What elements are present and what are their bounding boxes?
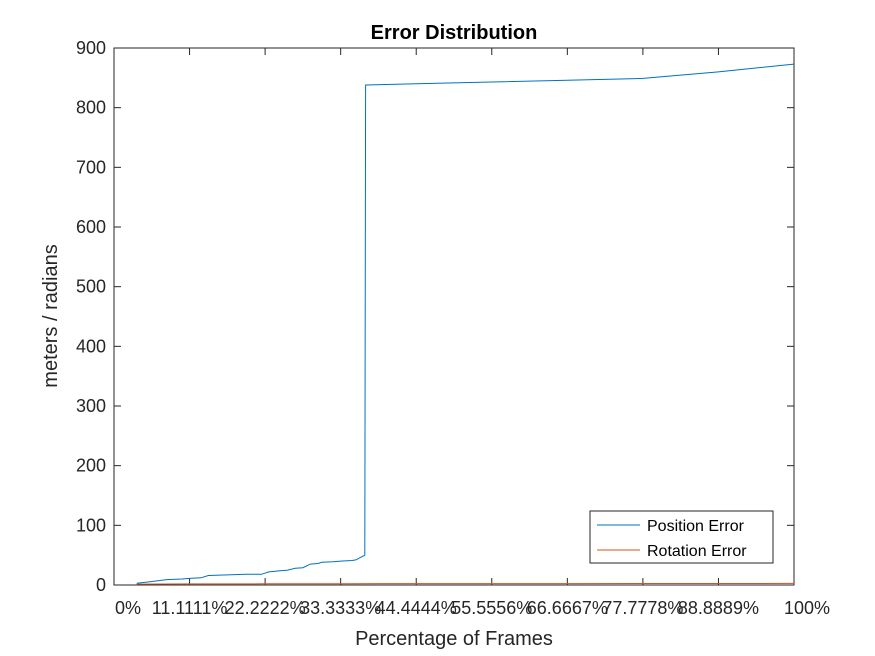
y-tick-label: 400: [76, 336, 106, 356]
x-tick-label: 66.6667%: [527, 598, 608, 618]
x-axis-label: Percentage of Frames: [355, 628, 553, 650]
y-tick-label: 200: [76, 456, 106, 476]
x-tick-label: 33.3333%: [300, 598, 381, 618]
x-tick-label: 22.2222%: [225, 598, 306, 618]
y-tick-label: 500: [76, 277, 106, 297]
legend-box: [589, 510, 774, 564]
chart-title: Error Distribution: [371, 22, 538, 44]
y-tick-label: 0: [96, 575, 106, 595]
y-tick-label: 700: [76, 157, 106, 177]
y-tick-label: 800: [76, 98, 106, 118]
y-tick-label: 300: [76, 396, 106, 416]
x-tick-label: 0%: [115, 598, 141, 618]
x-tick-label: 100%: [784, 598, 830, 618]
legend: Position Error Rotation Error: [589, 510, 774, 564]
x-axis-ticks: 0% 11.1111%22.2222%33.3333%44.4444%55.555…: [113, 48, 830, 618]
x-tick-label: 77.7778%: [602, 598, 683, 618]
y-axis-ticks: 0 100 200 300 400 500 600 700 800 900: [76, 38, 794, 595]
y-tick-label: 900: [76, 38, 106, 58]
plot-area: [113, 47, 795, 586]
series-line-position-error: [136, 63, 795, 584]
legend-label-rotation-error: Rotation Error: [647, 543, 747, 560]
y-tick-label: 100: [76, 515, 106, 535]
legend-label-position-error: Position Error: [647, 518, 745, 535]
y-tick-label: 600: [76, 217, 106, 237]
x-tick-label: 11.1111%: [152, 598, 228, 618]
x-tick-label: 44.4444%: [376, 598, 457, 618]
y-axis-label: meters / radians: [40, 244, 62, 387]
series-lines: [136, 63, 795, 585]
x-tick-label: 88.8889%: [678, 598, 759, 618]
x-tick-label: 55.5556%: [451, 598, 532, 618]
series-line-rotation-error: [136, 582, 795, 585]
